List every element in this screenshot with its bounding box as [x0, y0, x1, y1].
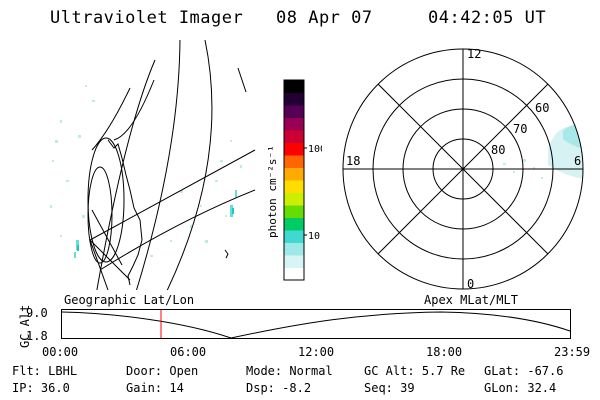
mlt-label-0: 0: [467, 277, 474, 291]
colorbar-band: [284, 230, 304, 243]
info-mode: Mode: Normal: [246, 364, 333, 378]
mlt-label-12: 12: [467, 47, 481, 61]
colorbar-band: [284, 130, 304, 143]
altitude-timeline: [61, 309, 571, 339]
apex-map-label: Apex MLat/MLT: [424, 293, 518, 307]
time-tick-2359: 23:59: [554, 345, 591, 359]
colorbar-band: [284, 255, 304, 268]
info-glat: GLat: -67.6: [484, 364, 564, 378]
colorbar-band: [284, 192, 304, 206]
date-label: 08 Apr 07: [276, 8, 373, 28]
colorbar-band: [284, 92, 304, 106]
time-tick-0600: 06:00: [170, 345, 207, 359]
instrument-title: Ultraviolet Imager: [50, 8, 244, 28]
geographic-map-label: Geographic Lat/Lon: [64, 293, 195, 307]
info-ip: IP: 36.0: [12, 381, 70, 395]
colorbar: 100 10 photon cm⁻²s⁻¹: [266, 79, 322, 281]
mlt-label-18: 18: [346, 154, 360, 168]
altitude-curve: [61, 311, 571, 339]
colorbar-band: [284, 105, 304, 118]
lat-lon-grid: [87, 40, 256, 290]
time-label: 04:42:05 UT: [428, 8, 547, 28]
colorbar-band: [284, 80, 304, 93]
colorbar-band: [284, 180, 304, 193]
colorbar-band: [284, 217, 304, 231]
alt-ymin-label: 1.8: [26, 329, 48, 343]
lat-label-80: 80: [491, 143, 505, 157]
time-tick-1800: 18:00: [426, 345, 463, 359]
info-door: Door: Open: [126, 364, 199, 378]
info-glon: GLon: 32.4: [484, 381, 557, 395]
colorbar-band: [284, 267, 304, 281]
colorbar-unit-label: photon cm⁻²s⁻¹: [266, 145, 279, 238]
colorbar-band: [284, 205, 304, 218]
info-dsp: Dsp: -8.2: [246, 381, 312, 395]
lat-label-70: 70: [513, 122, 527, 136]
lat-label-60: 60: [535, 101, 549, 115]
info-gain: Gain: 14: [126, 381, 184, 395]
colorbar-band: [284, 242, 304, 256]
alt-ymax-label: 9.0: [26, 306, 48, 320]
colorbar-band: [284, 167, 304, 181]
colorbar-band: [284, 155, 304, 168]
time-tick-0000: 00:00: [42, 345, 79, 359]
polar-aurora-emission: [503, 124, 583, 179]
colorbar-tick-100: 100: [308, 144, 322, 155]
colorbar-tick-10: 10: [308, 231, 320, 242]
colorbar-band: [284, 117, 304, 131]
info-gc-alt: GC Alt: 5.7 Re: [364, 364, 466, 378]
polar-mlt-plot: 12 18 6 0 60 70 80: [342, 47, 584, 291]
aurora-emission-speckle: [50, 70, 242, 262]
mlt-label-6: 6: [574, 154, 581, 168]
time-tick-1200: 12:00: [298, 345, 335, 359]
geographic-map: [50, 40, 256, 290]
colorbar-band: [284, 142, 304, 156]
coastline: [107, 139, 143, 286]
info-filter: Flt: LBHL: [12, 364, 78, 378]
info-seq: Seq: 39: [364, 381, 415, 395]
